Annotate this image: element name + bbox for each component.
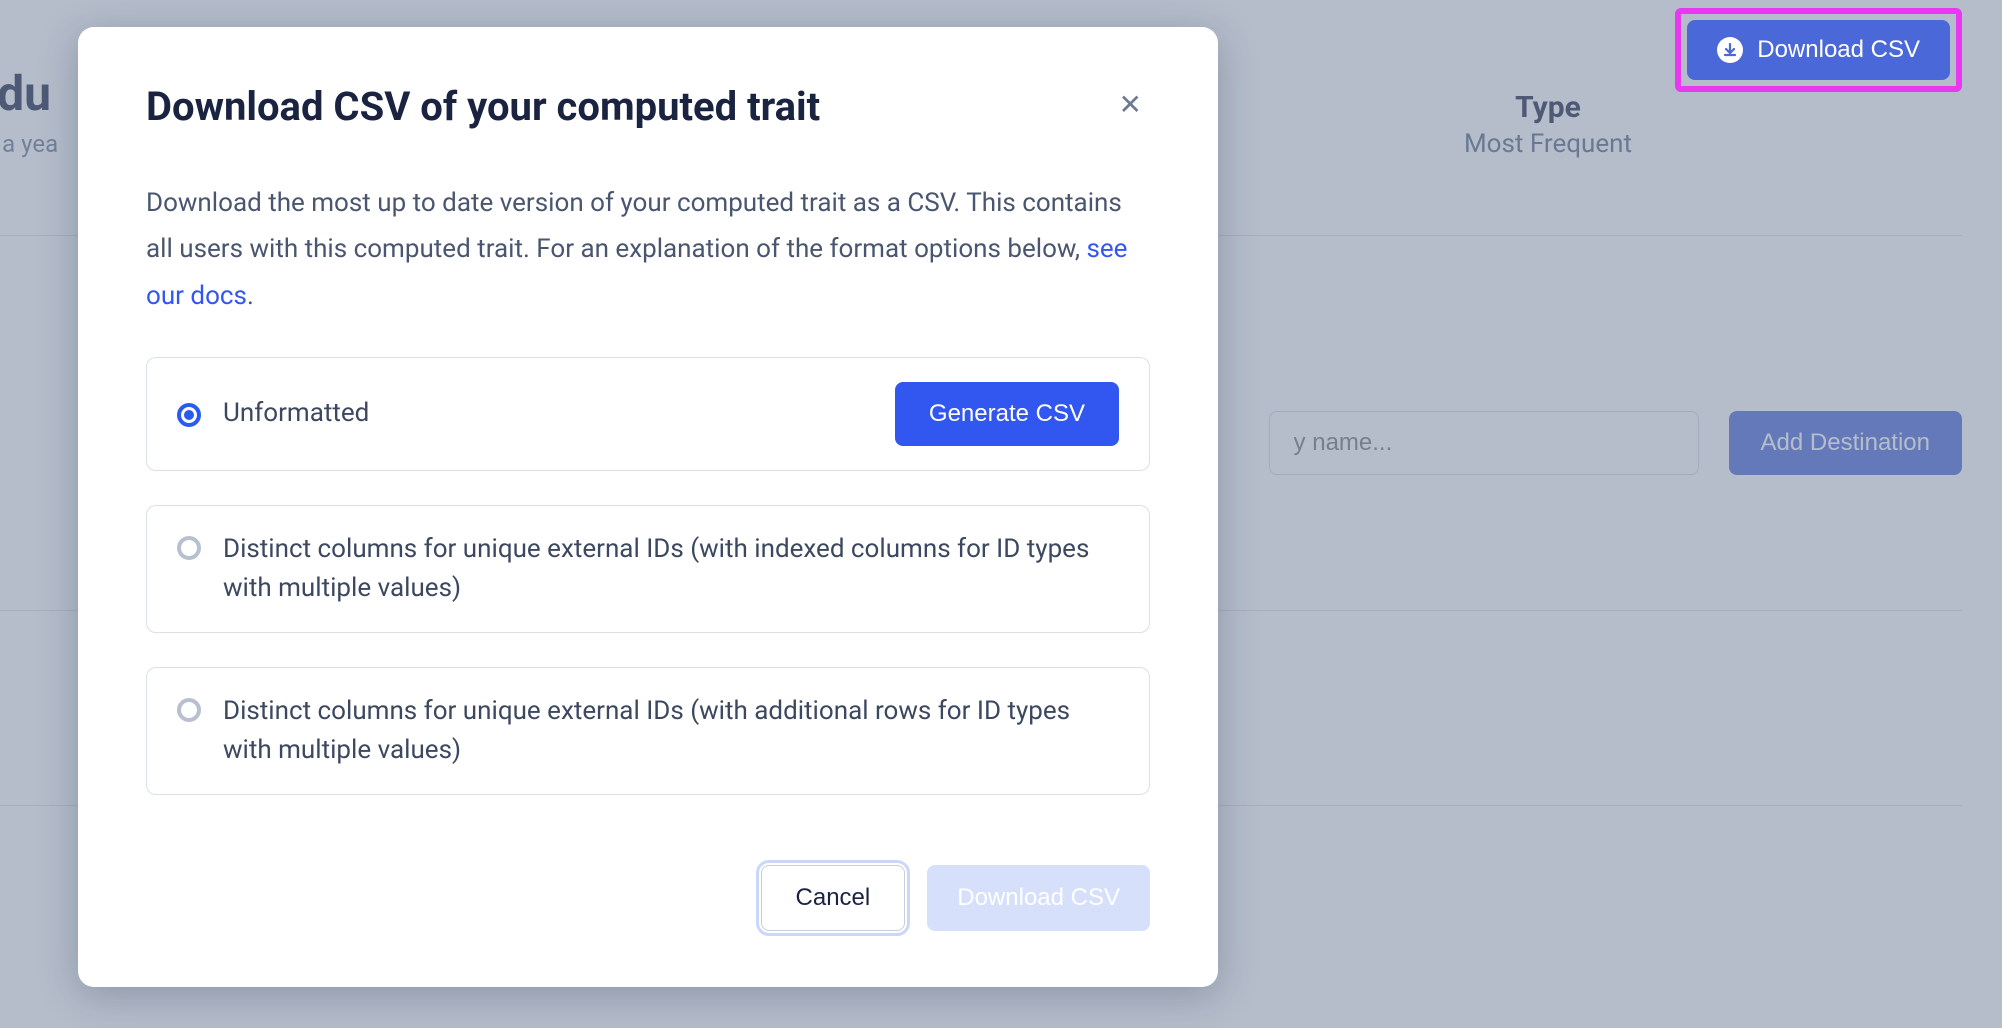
search-input[interactable] — [1269, 411, 1699, 475]
add-destination-button[interactable]: Add Destination — [1729, 411, 1962, 475]
cancel-button[interactable]: Cancel — [761, 865, 906, 931]
radio-selected-icon[interactable] — [177, 403, 201, 427]
modal-desc-post: . — [247, 281, 254, 311]
modal-desc-pre: Download the most up to date version of … — [146, 188, 1122, 264]
type-label: Type — [1464, 90, 1632, 125]
type-value: Most Frequent — [1464, 129, 1632, 159]
download-csv-highlight: Download CSV — [1675, 8, 1962, 92]
format-option-additional-rows[interactable]: Distinct columns for unique external IDs… — [146, 667, 1150, 795]
close-icon[interactable]: ✕ — [1111, 87, 1150, 123]
page-subtitle: ge a yea — [0, 130, 58, 158]
radio-unselected-icon[interactable] — [177, 536, 201, 560]
type-block: Type Most Frequent — [1464, 90, 1632, 159]
title-block: odu ge a yea — [0, 65, 58, 158]
radio-unselected-icon[interactable] — [177, 698, 201, 722]
modal-header: Download CSV of your computed trait ✕ — [146, 83, 1150, 130]
download-csv-modal: Download CSV of your computed trait ✕ Do… — [78, 27, 1218, 987]
download-csv-label: Download CSV — [1757, 36, 1920, 64]
download-csv-button[interactable]: Download CSV — [1687, 20, 1950, 80]
format-option-unformatted[interactable]: Unformatted Generate CSV — [146, 357, 1150, 471]
modal-description: Download the most up to date version of … — [146, 180, 1150, 319]
option-label: Distinct columns for unique external IDs… — [223, 530, 1119, 608]
option-label: Unformatted — [223, 394, 873, 433]
download-csv-modal-button[interactable]: Download CSV — [927, 865, 1150, 931]
format-option-indexed-columns[interactable]: Distinct columns for unique external IDs… — [146, 505, 1150, 633]
modal-title: Download CSV of your computed trait — [146, 83, 820, 130]
modal-footer: Cancel Download CSV — [146, 865, 1150, 931]
page-title: odu — [0, 65, 58, 122]
generate-csv-button[interactable]: Generate CSV — [895, 382, 1119, 446]
download-icon — [1717, 37, 1743, 63]
option-label: Distinct columns for unique external IDs… — [223, 692, 1119, 770]
